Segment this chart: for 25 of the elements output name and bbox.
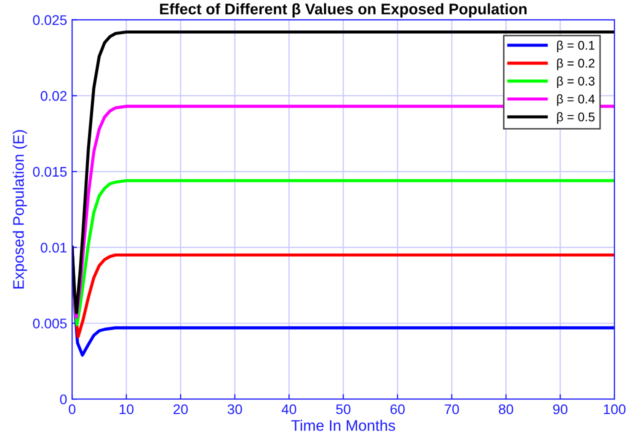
x-tick-label: 60 (390, 404, 405, 414)
x-tick-label: 100 (604, 404, 626, 414)
x-tick-label: 40 (282, 404, 296, 414)
x-tick-label: 90 (553, 404, 568, 414)
x-tick-label: 0 (68, 404, 76, 414)
legend-label: β = 0.5 (557, 112, 595, 124)
x-tick-label: 70 (444, 404, 459, 414)
x-tick-label: 30 (228, 404, 242, 414)
y-tick-label: 0.01 (40, 242, 67, 253)
legend-label: β = 0.2 (557, 58, 594, 70)
x-axis-title: Time In Months (291, 420, 396, 431)
x-tick-label: 20 (174, 404, 188, 414)
y-axis-title: Exposed Population (E) (12, 130, 27, 288)
y-tick-label: 0.015 (33, 166, 67, 177)
y-tick-label: 0.02 (40, 91, 67, 101)
y-tick-label: 0.025 (33, 15, 67, 26)
chart-title: Effect of Different β Values on Exposed Population (160, 3, 527, 18)
y-tick-label: 0.005 (33, 318, 67, 328)
legend-label: β = 0.1 (557, 40, 594, 52)
x-tick-label: 10 (120, 404, 134, 414)
legend-label: β = 0.3 (557, 76, 595, 88)
y-tick-label: 0 (60, 394, 67, 404)
x-tick-label: 80 (498, 404, 514, 414)
x-tick-label: 50 (336, 404, 350, 414)
legend-label: β = 0.4 (557, 94, 595, 106)
